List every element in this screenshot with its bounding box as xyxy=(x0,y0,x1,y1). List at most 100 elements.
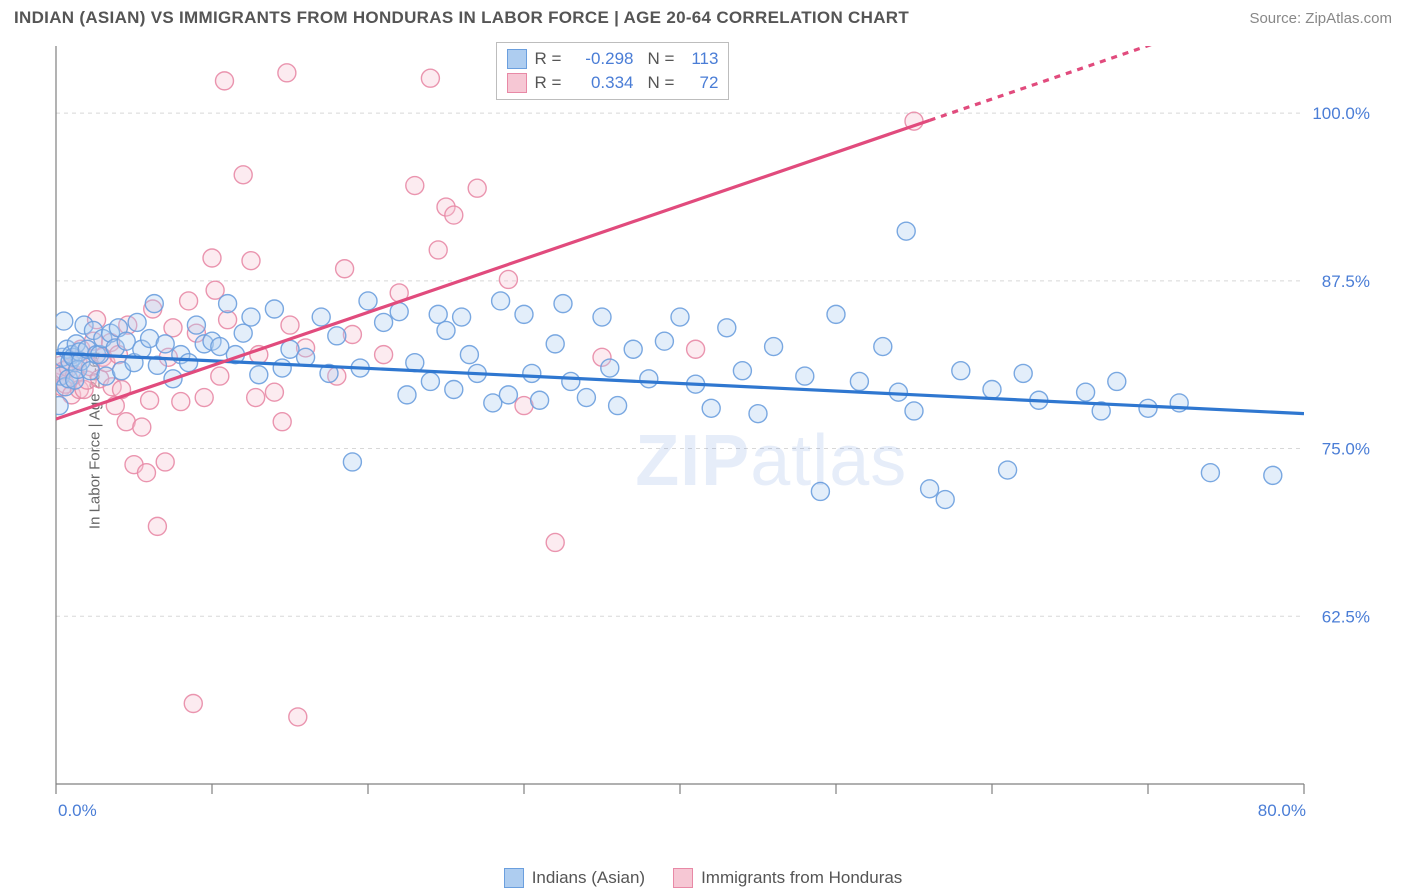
data-point-honduras xyxy=(406,177,424,195)
data-point-honduras xyxy=(687,340,705,358)
data-point-indians xyxy=(437,321,455,339)
data-point-indians xyxy=(921,480,939,498)
data-point-indians xyxy=(359,292,377,310)
data-point-honduras xyxy=(137,464,155,482)
data-point-honduras xyxy=(421,69,439,87)
data-point-indians xyxy=(1264,466,1282,484)
legend-label: Indians (Asian) xyxy=(532,868,645,888)
data-point-indians xyxy=(952,362,970,380)
data-point-honduras xyxy=(289,708,307,726)
data-point-honduras xyxy=(219,311,237,329)
data-point-indians xyxy=(55,312,73,330)
data-point-indians xyxy=(515,305,533,323)
data-point-indians xyxy=(577,389,595,407)
data-point-indians xyxy=(429,305,447,323)
data-point-honduras xyxy=(164,319,182,337)
data-point-indians xyxy=(156,335,174,353)
data-point-indians xyxy=(187,316,205,334)
data-point-indians xyxy=(983,381,1001,399)
data-point-indians xyxy=(811,482,829,500)
data-point-indians xyxy=(328,327,346,345)
data-point-indians xyxy=(398,386,416,404)
correlation-row-indians: R = -0.298 N = 113 xyxy=(507,47,719,71)
n-value: 113 xyxy=(682,49,718,69)
data-point-indians xyxy=(624,340,642,358)
data-point-honduras xyxy=(468,179,486,197)
data-point-indians xyxy=(640,370,658,388)
data-point-indians xyxy=(234,324,252,342)
data-point-indians xyxy=(265,300,283,318)
data-point-indians xyxy=(250,366,268,384)
data-point-honduras xyxy=(133,418,151,436)
y-tick-label: 62.5% xyxy=(1322,607,1370,626)
data-point-honduras xyxy=(336,260,354,278)
n-label: N = xyxy=(647,73,674,93)
r-label: R = xyxy=(535,49,562,69)
series-legend: Indians (Asian) Immigrants from Honduras xyxy=(0,868,1406,888)
data-point-honduras xyxy=(195,389,213,407)
data-point-honduras xyxy=(278,64,296,82)
data-point-indians xyxy=(936,491,954,509)
data-point-indians xyxy=(874,338,892,356)
data-point-honduras xyxy=(445,206,463,224)
data-point-indians xyxy=(343,453,361,471)
data-point-honduras xyxy=(156,453,174,471)
data-point-honduras xyxy=(141,391,159,409)
legend-swatch xyxy=(507,73,527,93)
data-point-indians xyxy=(312,308,330,326)
data-point-indians xyxy=(145,295,163,313)
data-point-honduras xyxy=(265,383,283,401)
n-value: 72 xyxy=(682,73,718,93)
data-point-honduras xyxy=(273,413,291,431)
data-point-honduras xyxy=(546,533,564,551)
data-point-indians xyxy=(523,364,541,382)
x-tick-label: 0.0% xyxy=(58,801,97,820)
data-point-honduras xyxy=(242,252,260,270)
data-point-indians xyxy=(1108,372,1126,390)
data-point-honduras xyxy=(281,316,299,334)
data-point-indians xyxy=(445,381,463,399)
data-point-indians xyxy=(609,397,627,415)
data-point-indians xyxy=(897,222,915,240)
data-point-honduras xyxy=(172,393,190,411)
legend-item-indians: Indians (Asian) xyxy=(504,868,645,888)
n-label: N = xyxy=(647,49,674,69)
data-point-indians xyxy=(531,391,549,409)
y-tick-label: 87.5% xyxy=(1322,272,1370,291)
data-point-indians xyxy=(554,295,572,313)
chart-header: INDIAN (ASIAN) VS IMMIGRANTS FROM HONDUR… xyxy=(0,0,1406,34)
chart-title: INDIAN (ASIAN) VS IMMIGRANTS FROM HONDUR… xyxy=(14,8,909,28)
correlation-legend: R = -0.298 N = 113 R = 0.334 N = 72 xyxy=(496,42,730,100)
data-point-honduras xyxy=(234,166,252,184)
data-point-indians xyxy=(421,372,439,390)
data-point-indians xyxy=(718,319,736,337)
data-point-indians xyxy=(1014,364,1032,382)
legend-label: Immigrants from Honduras xyxy=(701,868,902,888)
data-point-indians xyxy=(180,354,198,372)
data-point-indians xyxy=(765,338,783,356)
plot-svg: 62.5%75.0%87.5%100.0%0.0%80.0% xyxy=(50,40,1380,840)
data-point-indians xyxy=(671,308,689,326)
data-point-indians xyxy=(499,386,517,404)
data-point-indians xyxy=(593,308,611,326)
data-point-honduras xyxy=(180,292,198,310)
data-point-indians xyxy=(733,362,751,380)
r-value: 0.334 xyxy=(569,73,633,93)
correlation-row-honduras: R = 0.334 N = 72 xyxy=(507,71,719,95)
data-point-indians xyxy=(128,313,146,331)
data-point-honduras xyxy=(148,517,166,535)
data-point-honduras xyxy=(499,270,517,288)
data-point-honduras xyxy=(215,72,233,90)
data-point-indians xyxy=(655,332,673,350)
trend-line-ext-honduras xyxy=(930,40,1304,120)
data-point-indians xyxy=(850,372,868,390)
data-point-indians xyxy=(562,372,580,390)
r-label: R = xyxy=(535,73,562,93)
data-point-honduras xyxy=(247,389,265,407)
chart-source: Source: ZipAtlas.com xyxy=(1249,10,1392,27)
data-point-indians xyxy=(1201,464,1219,482)
r-value: -0.298 xyxy=(569,49,633,69)
data-point-indians xyxy=(1077,383,1095,401)
data-point-indians xyxy=(827,305,845,323)
data-point-indians xyxy=(999,461,1017,479)
